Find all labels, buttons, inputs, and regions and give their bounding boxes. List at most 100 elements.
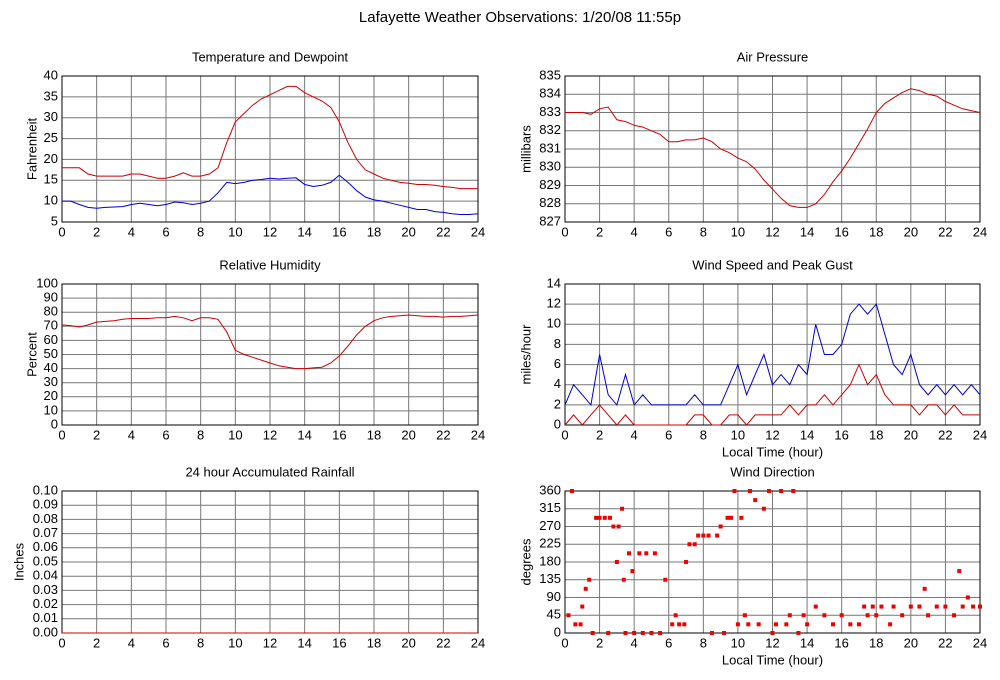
x-tick-label: 10 — [731, 635, 745, 650]
x-tick-label: 4 — [128, 224, 135, 239]
x-tick-label: 14 — [297, 427, 311, 442]
data-point — [779, 489, 784, 493]
y-tick-label: 830 — [539, 159, 561, 174]
data-point — [965, 595, 970, 600]
x-tick-label: 20 — [401, 224, 415, 239]
data-point — [908, 604, 913, 609]
plot-frame — [564, 75, 981, 223]
page-title: Lafayette Weather Observations: 1/20/08 … — [359, 9, 681, 26]
x-tick-label: 16 — [834, 635, 848, 650]
x-tick-label: 2 — [93, 427, 100, 442]
y-tick-label: 831 — [539, 140, 561, 155]
plot-frame — [61, 75, 479, 223]
data-point — [770, 631, 775, 635]
data-point — [715, 533, 720, 538]
x-tick-label: 0 — [561, 224, 568, 239]
data-point — [626, 551, 631, 556]
chart-title: 24 hour Accumulated Rainfall — [185, 464, 354, 479]
x-tick-label: 20 — [904, 635, 918, 650]
data-point — [839, 613, 844, 618]
data-point — [578, 622, 583, 627]
data-point — [583, 586, 588, 591]
y-tick-label: 10 — [547, 316, 561, 331]
data-point — [761, 506, 766, 511]
chart-title: Wind Direction — [730, 464, 815, 479]
x-tick-label: 4 — [128, 427, 135, 442]
y-tick-label: 0.07 — [33, 525, 58, 540]
x-tick-label: 24 — [973, 427, 987, 442]
y-tick-label: 20 — [44, 151, 58, 166]
y-tick-label: 45 — [547, 607, 561, 622]
data-point — [767, 489, 772, 493]
x-tick-label: 10 — [228, 224, 242, 239]
x-tick-label: 10 — [731, 427, 745, 442]
x-tick-label: 14 — [297, 224, 311, 239]
data-point — [670, 622, 675, 627]
x-tick-label: 18 — [869, 427, 883, 442]
data-point — [934, 604, 939, 609]
data-point — [960, 604, 965, 609]
x-tick-label: 8 — [197, 427, 204, 442]
data-line — [61, 314, 479, 370]
y-tick-label: 270 — [539, 518, 561, 533]
data-point — [569, 489, 574, 493]
y-axis-label: Fahrenheit — [24, 118, 39, 181]
y-tick-label: 832 — [539, 122, 561, 137]
data-point — [900, 613, 905, 618]
x-tick-label: 0 — [58, 635, 65, 650]
x-tick-label: 2 — [93, 635, 100, 650]
y-tick-label: 315 — [539, 500, 561, 515]
x-tick-label: 2 — [93, 224, 100, 239]
y-tick-label: 0.00 — [33, 624, 58, 639]
data-point — [813, 604, 818, 609]
y-tick-label: 0.04 — [33, 568, 58, 583]
y-tick-label: 100 — [36, 275, 58, 290]
x-tick-label: 18 — [367, 427, 381, 442]
data-point — [614, 560, 619, 564]
y-tick-label: 0.10 — [33, 482, 58, 497]
plot-frame — [61, 283, 479, 426]
x-tick-label: 10 — [228, 427, 242, 442]
x-tick-label: 22 — [436, 635, 450, 650]
x-tick-label: 2 — [596, 635, 603, 650]
y-tick-label: 40 — [44, 67, 58, 82]
data-point — [805, 622, 810, 627]
data-line — [564, 363, 980, 426]
data-point — [735, 622, 740, 627]
x-tick-label: 12 — [263, 635, 277, 650]
x-tick-label: 24 — [973, 635, 987, 650]
y-tick-label: 70 — [44, 318, 58, 333]
data-point — [862, 604, 867, 609]
data-point — [729, 515, 733, 520]
data-point — [865, 613, 870, 618]
y-tick-label: 90 — [547, 589, 561, 604]
y-tick-label: 0 — [554, 624, 561, 639]
data-point — [831, 622, 836, 627]
x-tick-label: 10 — [731, 224, 745, 239]
y-tick-label: 80 — [44, 304, 58, 319]
x-tick-label: 6 — [162, 635, 169, 650]
y-tick-label: 40 — [44, 360, 58, 375]
data-point — [718, 524, 723, 529]
y-tick-label: 135 — [539, 571, 561, 586]
x-tick-label: 10 — [228, 635, 242, 650]
data-point — [732, 489, 737, 493]
x-tick-label: 0 — [58, 427, 65, 442]
data-point — [746, 622, 751, 627]
x-tick-label: 4 — [128, 635, 135, 650]
y-tick-label: 30 — [44, 374, 58, 389]
x-tick-label: 16 — [834, 224, 848, 239]
data-point — [709, 631, 714, 635]
x-tick-label: 4 — [631, 427, 638, 442]
x-tick-label: 12 — [263, 224, 277, 239]
data-point — [756, 622, 761, 627]
data-point — [870, 604, 875, 609]
y-tick-label: 50 — [44, 346, 58, 361]
data-point — [649, 631, 654, 635]
x-tick-label: 24 — [471, 427, 485, 442]
x-tick-label: 14 — [800, 635, 814, 650]
x-tick-label: 20 — [904, 224, 918, 239]
y-tick-label: 8 — [554, 336, 561, 351]
x-tick-label: 24 — [471, 635, 485, 650]
